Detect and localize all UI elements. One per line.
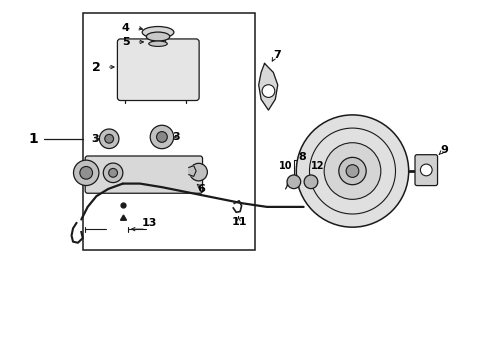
Circle shape	[150, 125, 173, 149]
Ellipse shape	[147, 32, 170, 41]
Circle shape	[103, 163, 123, 183]
Circle shape	[346, 165, 359, 177]
Circle shape	[157, 132, 167, 142]
FancyBboxPatch shape	[415, 155, 438, 185]
Polygon shape	[259, 63, 278, 110]
Circle shape	[80, 166, 93, 179]
Text: 5: 5	[122, 37, 129, 47]
Text: 6: 6	[197, 184, 205, 194]
FancyBboxPatch shape	[118, 39, 199, 100]
Text: 3: 3	[173, 132, 180, 142]
Text: 3: 3	[91, 134, 99, 144]
Circle shape	[190, 163, 207, 181]
Text: 9: 9	[441, 144, 448, 154]
Circle shape	[304, 175, 318, 189]
Polygon shape	[189, 166, 196, 176]
Text: 12: 12	[311, 161, 324, 171]
Circle shape	[420, 164, 432, 176]
Circle shape	[109, 168, 118, 177]
Text: 10: 10	[279, 161, 293, 171]
FancyBboxPatch shape	[85, 156, 202, 193]
Bar	[151, 35, 165, 44]
Bar	[83, 13, 255, 250]
Text: 4: 4	[122, 23, 130, 33]
Circle shape	[296, 115, 409, 227]
Circle shape	[262, 85, 275, 98]
Text: 1: 1	[28, 132, 38, 146]
Ellipse shape	[149, 41, 167, 46]
Text: 7: 7	[273, 50, 281, 60]
Text: 13: 13	[142, 218, 157, 228]
Text: 11: 11	[231, 217, 247, 227]
Text: 2: 2	[92, 60, 100, 73]
Circle shape	[287, 175, 301, 189]
Circle shape	[105, 134, 114, 143]
Circle shape	[74, 160, 99, 185]
Ellipse shape	[142, 27, 174, 38]
Circle shape	[339, 157, 366, 185]
Text: 8: 8	[299, 152, 307, 162]
Circle shape	[99, 129, 119, 149]
Circle shape	[324, 143, 381, 199]
